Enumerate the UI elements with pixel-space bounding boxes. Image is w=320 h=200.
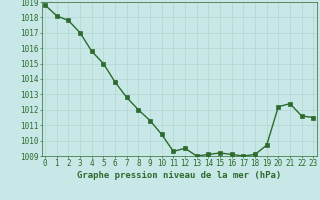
X-axis label: Graphe pression niveau de la mer (hPa): Graphe pression niveau de la mer (hPa) [77,171,281,180]
